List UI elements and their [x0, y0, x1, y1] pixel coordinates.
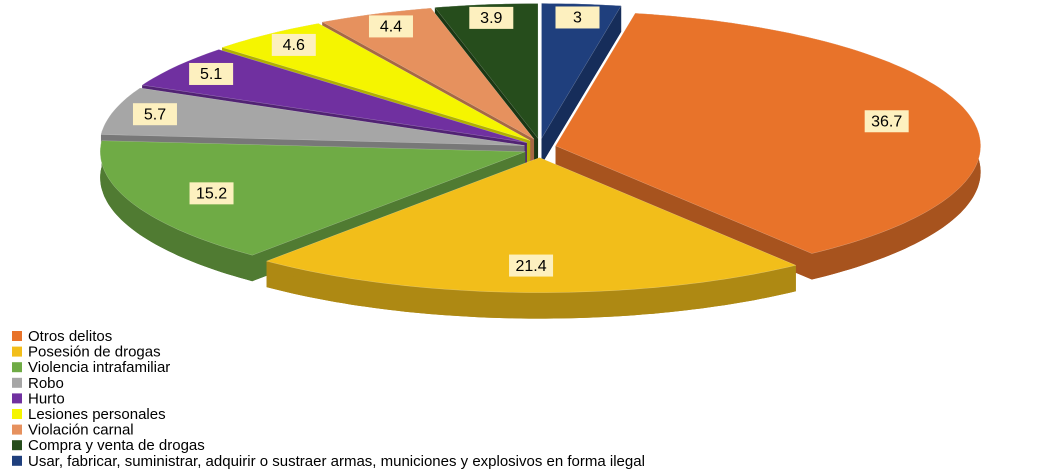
slice-wall	[541, 5, 622, 165]
data-label-box	[271, 33, 316, 56]
data-label: 4.4	[380, 19, 402, 36]
legend-label: Violencia intrafamiliar	[28, 359, 170, 376]
slice-top	[541, 3, 622, 140]
slice-top	[99, 140, 526, 256]
data-label-box	[469, 6, 514, 29]
legend-swatch	[12, 393, 22, 404]
legend-swatch	[12, 377, 22, 388]
legend-label: Violación carnal	[28, 422, 134, 439]
data-label-box	[189, 62, 234, 85]
legend-label: Robo	[28, 375, 64, 392]
data-label-box	[864, 110, 909, 133]
slice-top	[555, 12, 981, 254]
slice-top	[141, 49, 527, 143]
slice-top	[321, 7, 535, 140]
slice-wall	[100, 140, 253, 282]
slice	[555, 12, 981, 280]
data-label: 36.7	[871, 113, 902, 130]
data-label-box	[509, 254, 554, 277]
data-label: 15.2	[196, 186, 227, 203]
legend-label: Usar, fabricar, suministrar, adquirir o …	[28, 453, 645, 470]
slice	[265, 157, 797, 319]
legend-label: Otros delitos	[28, 328, 112, 345]
legend-swatch	[12, 362, 22, 373]
legend-swatch	[12, 440, 22, 451]
legend-swatch	[12, 331, 22, 341]
legend-label: Hurto	[28, 390, 65, 407]
data-label-box	[555, 6, 600, 29]
legend-label: Lesiones personales	[28, 406, 166, 423]
legend-swatch	[12, 409, 22, 419]
slice-top	[265, 157, 797, 293]
legend-label: Compra y venta de drogas	[28, 437, 205, 454]
data-label: 3	[573, 10, 582, 27]
slice	[541, 3, 622, 165]
slice-top	[434, 3, 539, 140]
legend-swatch	[12, 455, 22, 466]
slice-top	[100, 87, 525, 146]
slice-wall	[266, 261, 796, 319]
data-label: 4.6	[283, 37, 305, 54]
data-label: 5.1	[200, 66, 222, 83]
data-label-box	[189, 182, 234, 205]
data-label: 21.4	[515, 258, 546, 275]
legend-swatch	[12, 424, 22, 435]
data-label-box	[368, 15, 413, 38]
data-label-box	[132, 103, 177, 126]
data-label: 3.9	[480, 10, 502, 27]
data-label: 5.7	[144, 106, 166, 123]
legend-label: Posesión de drogas	[28, 344, 161, 361]
legend-swatch	[12, 346, 22, 357]
